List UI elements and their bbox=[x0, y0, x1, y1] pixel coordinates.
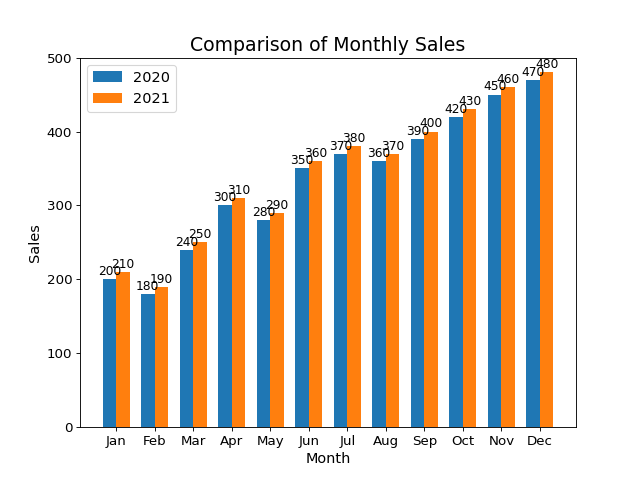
Text: 210: 210 bbox=[111, 258, 134, 271]
Bar bbox=[295, 168, 308, 427]
Text: 250: 250 bbox=[188, 228, 212, 241]
Text: 360: 360 bbox=[304, 147, 327, 160]
Bar bbox=[463, 109, 476, 427]
Bar bbox=[270, 213, 284, 427]
Y-axis label: Sales: Sales bbox=[28, 223, 42, 262]
Bar bbox=[488, 95, 501, 427]
Title: Comparison of Monthly Sales: Comparison of Monthly Sales bbox=[190, 36, 466, 55]
Bar bbox=[372, 161, 386, 427]
Bar bbox=[348, 146, 361, 427]
Text: 420: 420 bbox=[445, 103, 468, 116]
Text: 240: 240 bbox=[175, 236, 198, 249]
Bar bbox=[141, 294, 155, 427]
Bar bbox=[308, 161, 322, 427]
Text: 370: 370 bbox=[381, 140, 404, 153]
Text: 450: 450 bbox=[483, 81, 506, 94]
Bar bbox=[501, 87, 515, 427]
Text: 400: 400 bbox=[419, 118, 443, 131]
Bar bbox=[155, 287, 168, 427]
Text: 190: 190 bbox=[150, 273, 173, 286]
Text: 200: 200 bbox=[98, 265, 121, 278]
Text: 470: 470 bbox=[522, 66, 545, 79]
Bar bbox=[527, 80, 540, 427]
Bar bbox=[334, 154, 348, 427]
Bar bbox=[218, 205, 232, 427]
Text: 310: 310 bbox=[227, 184, 250, 197]
Legend: 2020, 2021: 2020, 2021 bbox=[87, 65, 176, 112]
Bar bbox=[257, 220, 270, 427]
Text: 290: 290 bbox=[266, 199, 289, 212]
Text: 390: 390 bbox=[406, 125, 429, 138]
Text: 430: 430 bbox=[458, 95, 481, 108]
X-axis label: Month: Month bbox=[305, 453, 351, 467]
Bar bbox=[232, 198, 245, 427]
Text: 280: 280 bbox=[252, 206, 275, 219]
Bar bbox=[411, 139, 424, 427]
Bar bbox=[424, 132, 438, 427]
Text: 180: 180 bbox=[136, 280, 159, 293]
Text: 370: 370 bbox=[329, 140, 352, 153]
Text: 300: 300 bbox=[213, 192, 237, 204]
Text: 360: 360 bbox=[367, 147, 390, 160]
Text: 460: 460 bbox=[497, 73, 520, 86]
Bar bbox=[449, 117, 463, 427]
Bar bbox=[193, 242, 207, 427]
Bar bbox=[180, 250, 193, 427]
Bar bbox=[540, 72, 554, 427]
Text: 480: 480 bbox=[535, 58, 558, 71]
Bar bbox=[102, 279, 116, 427]
Bar bbox=[386, 154, 399, 427]
Bar bbox=[116, 272, 129, 427]
Text: 380: 380 bbox=[342, 132, 365, 145]
Text: 350: 350 bbox=[291, 155, 314, 168]
